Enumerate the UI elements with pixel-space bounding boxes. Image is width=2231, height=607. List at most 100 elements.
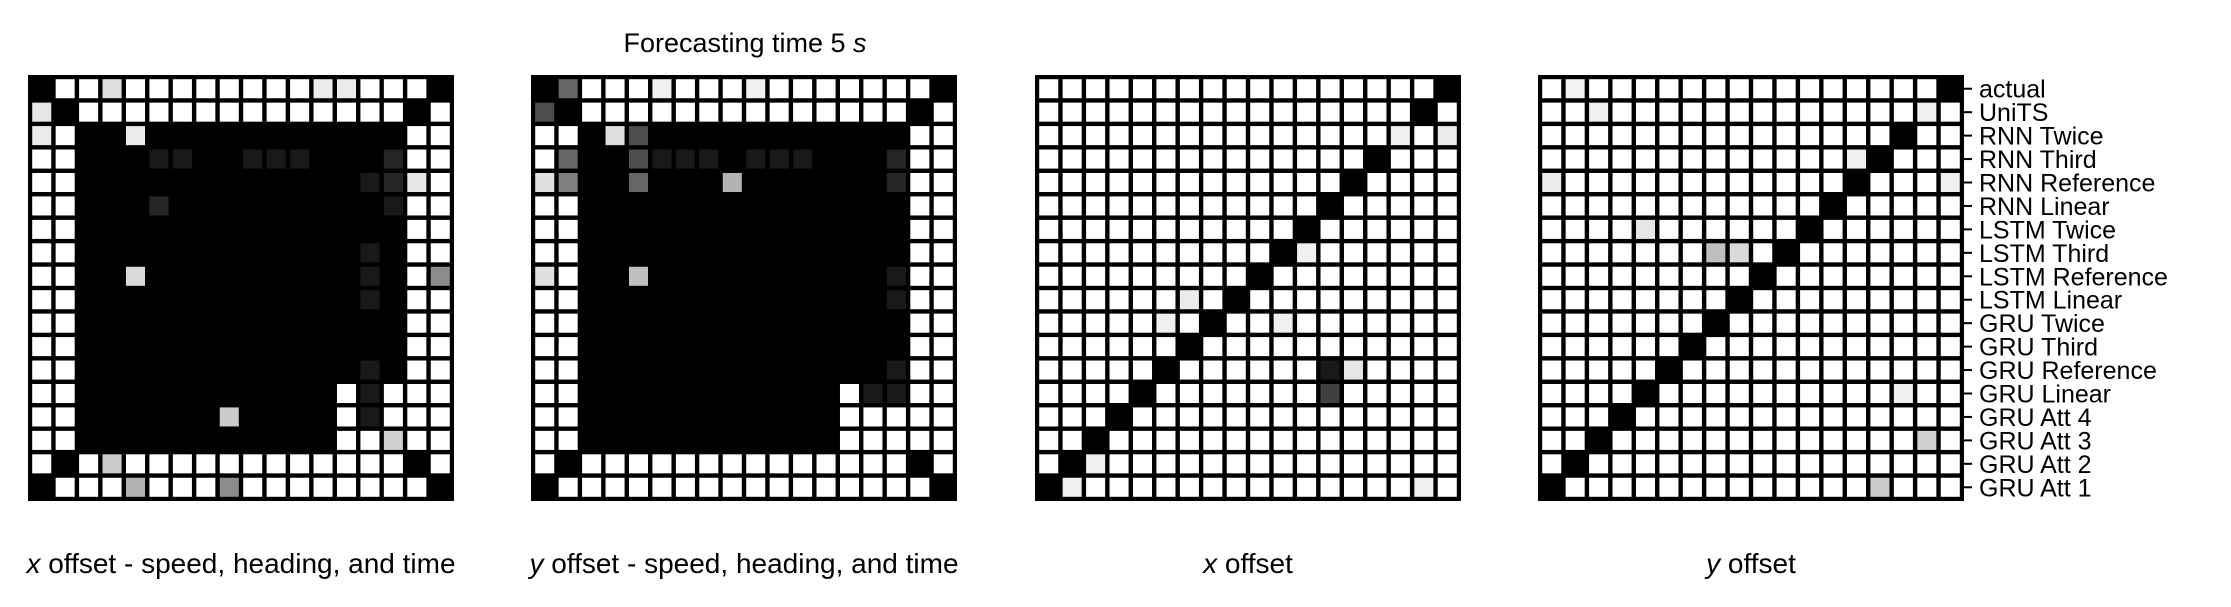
heatmap-cell: [1565, 243, 1585, 263]
heatmap-cell: [1390, 383, 1410, 404]
heatmap-cell: [1753, 266, 1773, 286]
heatmap-cell: [886, 383, 906, 404]
heatmap-cell: [172, 126, 192, 146]
heatmap-cell: [32, 102, 52, 122]
heatmap-cell: [1273, 477, 1293, 497]
heatmap-cell: [652, 337, 672, 357]
heatmap-cell: [1437, 149, 1457, 169]
heatmap-cell: [675, 149, 695, 169]
heatmap-cell: [32, 383, 52, 404]
heatmap-cell: [652, 477, 672, 497]
heatmap-cell: [149, 454, 169, 474]
heatmap-cell: [1565, 219, 1585, 239]
heatmap-cell: [55, 430, 75, 450]
heatmap-cell: [1612, 149, 1632, 169]
heatmap-cell: [1729, 149, 1749, 169]
heatmap-cell: [1062, 407, 1082, 427]
heatmap-cell: [430, 172, 450, 193]
heatmap-cell: [933, 172, 953, 193]
heatmap-cell: [933, 337, 953, 357]
heatmap-cell: [290, 172, 310, 193]
heatmap-cell: [313, 337, 333, 357]
heatmap-cell: [1612, 79, 1632, 99]
heatmap-cell: [102, 102, 122, 122]
heatmap-cell: [1940, 290, 1960, 310]
heatmap-cell: [1297, 430, 1317, 450]
heatmap-cell: [628, 337, 649, 357]
heatmap-cell: [1940, 313, 1960, 333]
heatmap-cell: [746, 360, 766, 380]
heatmap-cell: [196, 126, 216, 146]
heatmap-cell: [863, 149, 883, 169]
heatmap-cell: [886, 196, 906, 216]
heatmap-cell: [1940, 383, 1960, 404]
heatmap-cell: [1589, 243, 1609, 263]
heatmap-cell: [910, 172, 930, 193]
heatmap-cell: [1753, 360, 1773, 380]
heatmap-cell: [79, 337, 99, 357]
heatmap-cell: [1414, 290, 1434, 310]
heatmap-cell: [125, 196, 146, 216]
heatmap-cell: [102, 477, 122, 497]
heatmap-cell: [149, 102, 169, 122]
heatmap-cell: [1612, 219, 1632, 239]
heatmap-cell: [290, 407, 310, 427]
heatmap-cell: [383, 126, 403, 146]
heatmap-cell: [1589, 430, 1609, 450]
heatmap-cell: [1940, 243, 1960, 263]
heatmap-cell: [1437, 407, 1457, 427]
heatmap-cell: [102, 126, 122, 146]
heatmap-cell: [1109, 266, 1129, 286]
heatmap-cell: [1437, 196, 1457, 216]
heatmap-cell: [1776, 383, 1796, 404]
heatmap-cell: [125, 430, 146, 450]
heatmap-cell: [582, 266, 602, 286]
heatmap-cell: [1542, 454, 1562, 474]
heatmap-cell: [1940, 430, 1960, 450]
heatmap-cell: [1226, 172, 1246, 193]
heatmap-cell: [1659, 383, 1679, 404]
heatmap-cell: [1320, 102, 1340, 122]
heatmap-cell: [839, 126, 860, 146]
heatmap-cell: [1893, 290, 1913, 310]
heatmap-cell: [1179, 337, 1199, 357]
heatmap-cell: [886, 102, 906, 122]
heatmap-cell: [32, 360, 52, 380]
heatmap-cell: [266, 313, 286, 333]
heatmap-cell: [675, 407, 695, 427]
heatmap-cell: [1156, 149, 1176, 169]
heatmap-cell: [243, 430, 263, 450]
heatmap-cell: [1917, 430, 1937, 450]
heatmap-cell: [535, 290, 555, 310]
heatmap-cell: [1612, 407, 1632, 427]
heatmap-cell: [125, 149, 146, 169]
heatmap-cell: [1156, 243, 1176, 263]
heatmap-cell: [1109, 79, 1129, 99]
heatmap-cell: [1940, 407, 1960, 427]
heatmap-cell: [1390, 360, 1410, 380]
heatmap-cell: [1109, 290, 1129, 310]
heatmap-cell: [290, 383, 310, 404]
heatmap-cell: [816, 360, 836, 380]
heatmap-cell: [1542, 219, 1562, 239]
heatmap-cell: [1297, 126, 1317, 146]
heatmap-cell: [1659, 196, 1679, 216]
heatmap-cell: [1542, 407, 1562, 427]
heatmap-cell: [196, 196, 216, 216]
heatmap-cell: [1846, 337, 1867, 357]
heatmap-cell: [1367, 290, 1387, 310]
heatmap-cell: [1917, 290, 1937, 310]
heatmap-cell: [746, 102, 766, 122]
heatmap-cell: [605, 196, 625, 216]
heatmap-cell: [1156, 219, 1176, 239]
heatmap-cell: [886, 219, 906, 239]
heatmap-cell: [1062, 290, 1082, 310]
heatmap-cell: [933, 219, 953, 239]
heatmap-cell: [1156, 290, 1176, 310]
heatmap-cell: [1823, 477, 1843, 497]
heatmap-cell: [793, 290, 813, 310]
heatmap-cell: [675, 290, 695, 310]
heatmap-cell: [1729, 430, 1749, 450]
heatmap-cell: [558, 407, 578, 427]
heatmap-cell: [1753, 383, 1773, 404]
